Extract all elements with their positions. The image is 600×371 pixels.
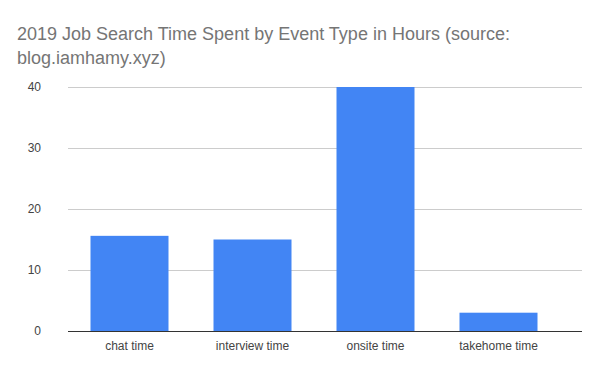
grid-line — [68, 148, 582, 149]
grid-line — [68, 209, 582, 210]
bar — [337, 87, 415, 331]
bar — [460, 313, 538, 331]
x-tick-label: onsite time — [346, 339, 404, 353]
bar — [91, 236, 169, 331]
title-line: 2019 Job Search Time Spent by Event Type… — [17, 24, 510, 44]
background — [0, 0, 600, 371]
chart: 2019 Job Search Time Spent by Event Type… — [0, 0, 600, 371]
title: 2019 Job Search Time Spent by Event Type… — [17, 24, 510, 68]
bar — [214, 240, 292, 332]
grid-line — [68, 331, 582, 332]
y-tick-label: 40 — [28, 80, 42, 94]
x-tick-label: interview time — [216, 339, 290, 353]
y-tick-label: 30 — [28, 141, 42, 155]
bars — [91, 87, 538, 331]
x-tick-label: takehome time — [459, 339, 538, 353]
y-tick-label: 0 — [34, 324, 41, 338]
title-line: blog.iamhamy.xyz) — [17, 48, 166, 68]
y-tick-label: 20 — [28, 202, 42, 216]
grid — [68, 87, 582, 331]
x-axis-line — [68, 331, 582, 332]
grid-line — [68, 87, 582, 88]
x-tick-label: chat time — [105, 339, 154, 353]
y-tick-label: 10 — [28, 263, 42, 277]
